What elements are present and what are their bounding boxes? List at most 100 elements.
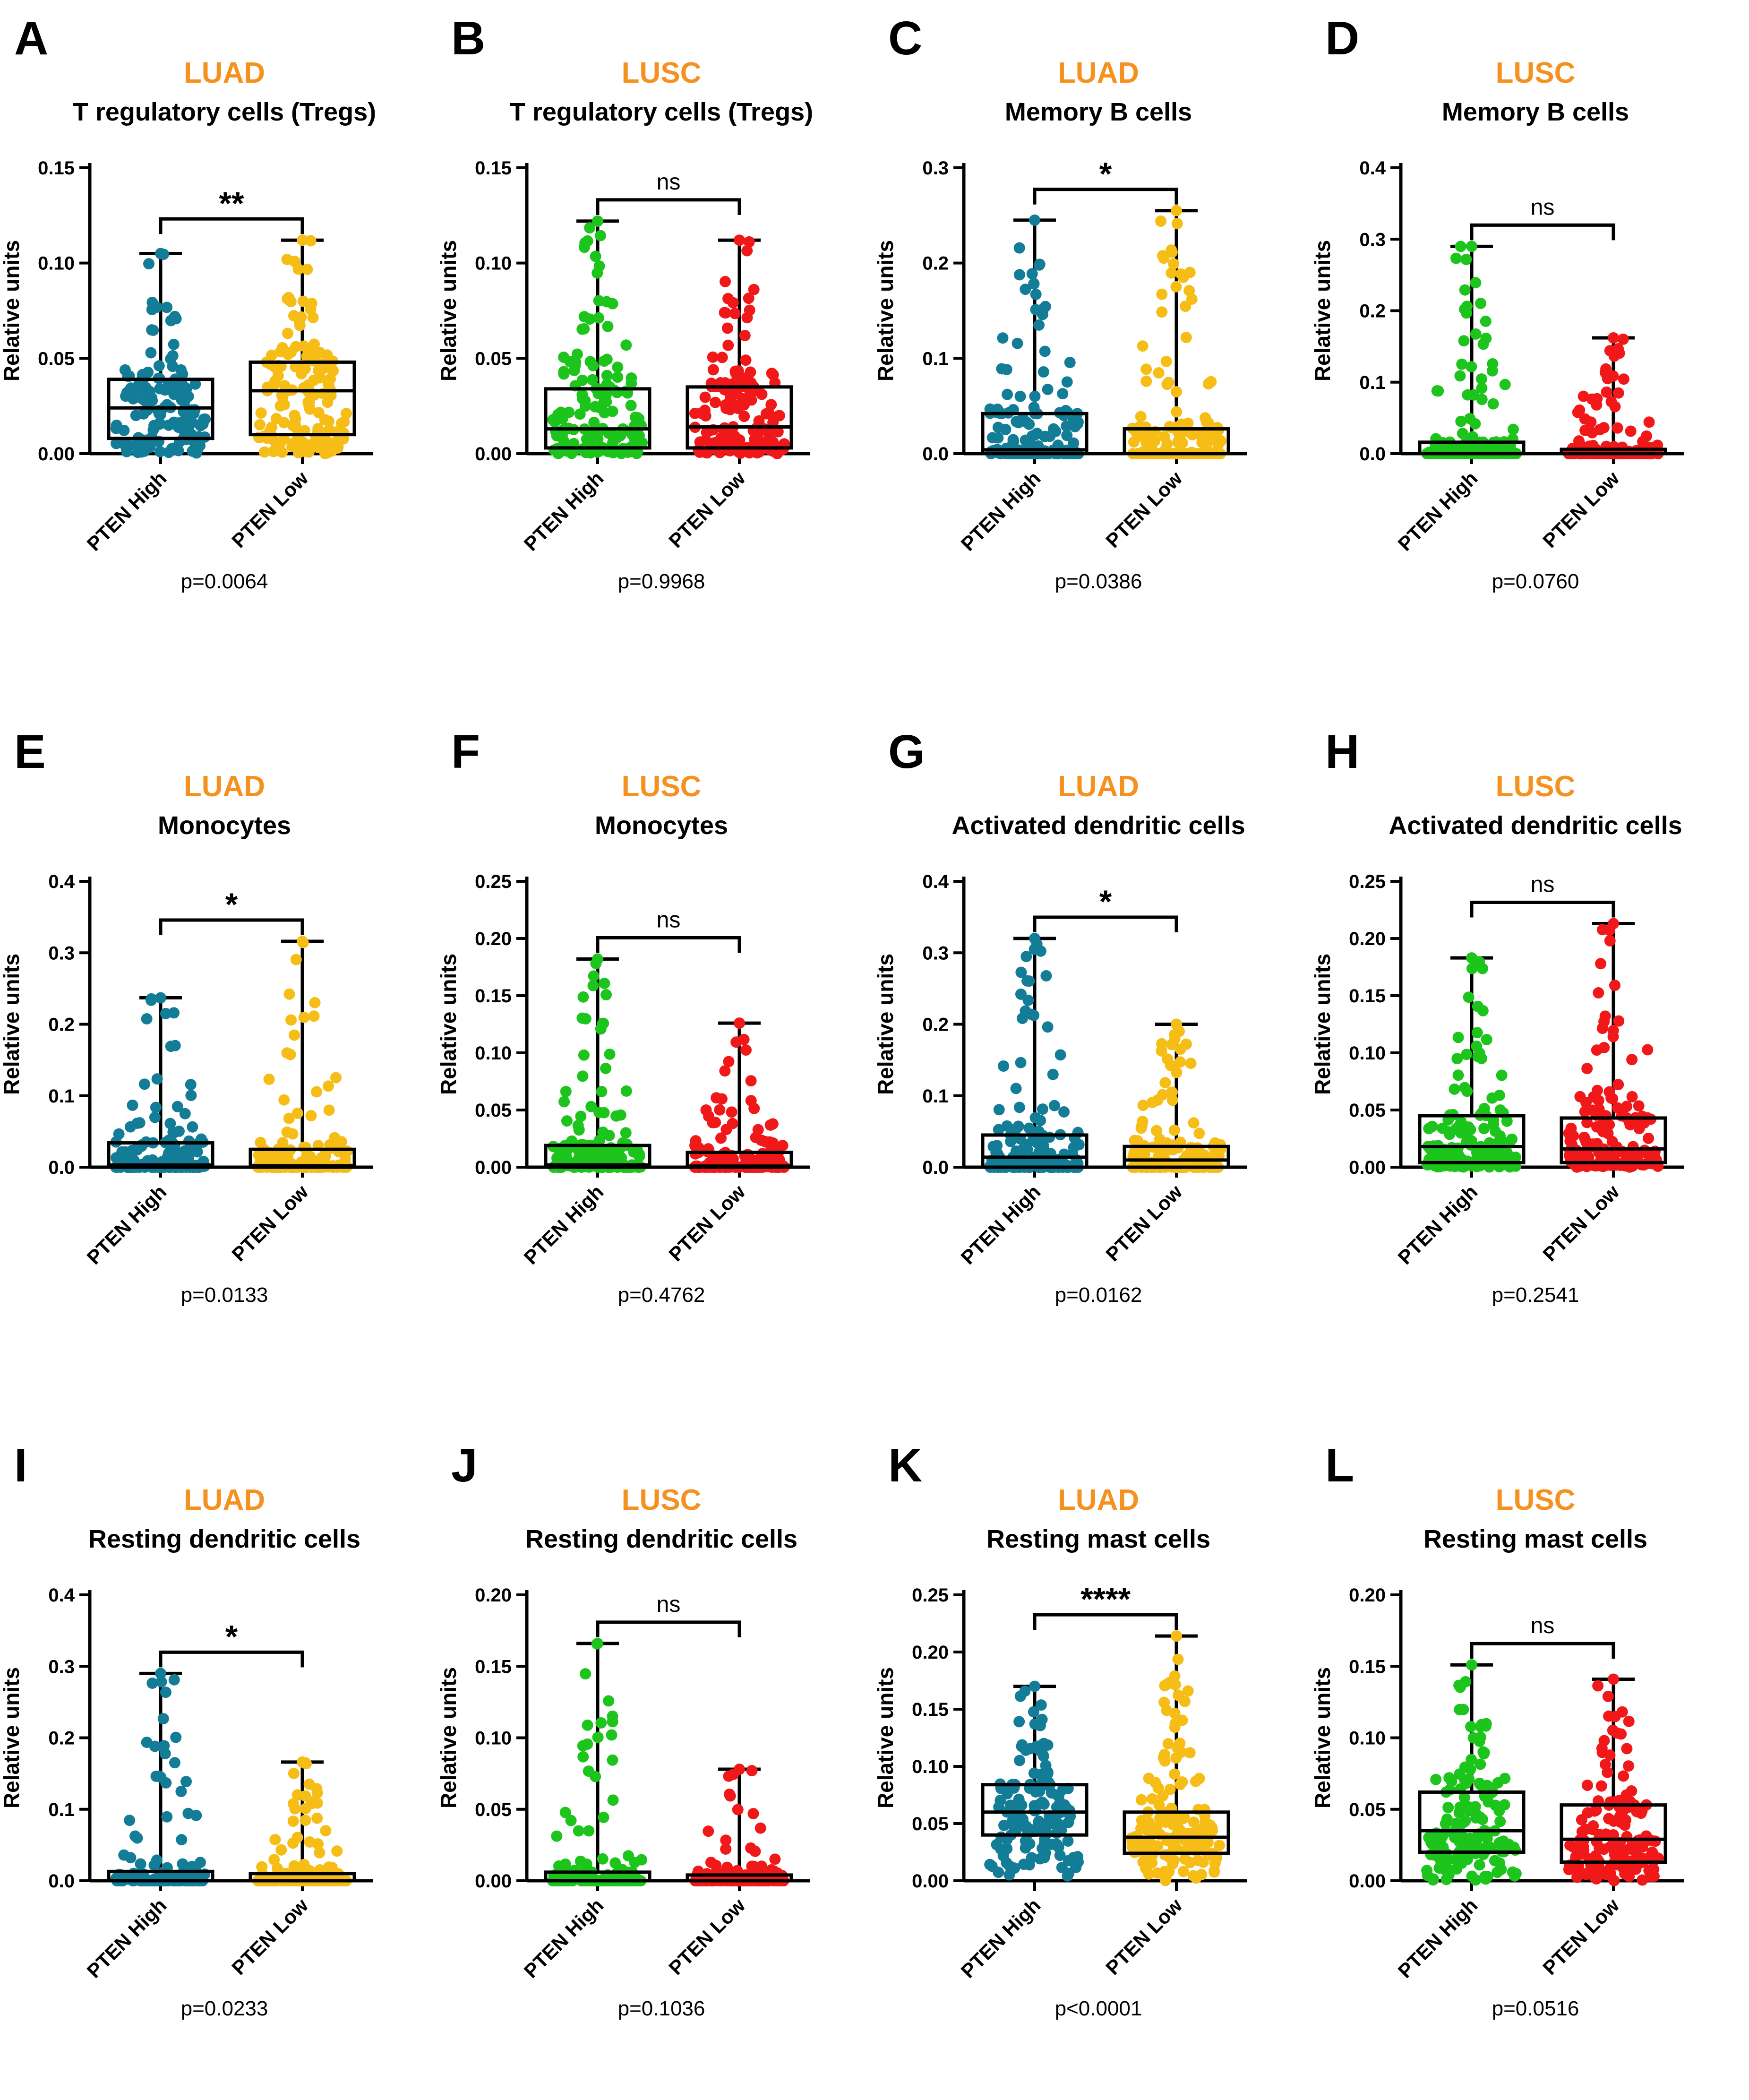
data-point [290, 954, 302, 965]
data-point [1507, 423, 1519, 435]
data-point [254, 419, 266, 430]
significance-bracket [596, 936, 741, 953]
data-point [1135, 411, 1147, 422]
data-point [185, 1090, 197, 1102]
data-point [760, 408, 772, 420]
data-point [150, 1102, 162, 1113]
data-point [1001, 364, 1012, 376]
y-tick-label: 0.10 [475, 1043, 512, 1064]
data-point [1140, 363, 1152, 375]
data-point [1475, 1779, 1486, 1790]
data-point [707, 351, 719, 363]
data-point [719, 307, 730, 318]
data-point [1475, 373, 1487, 385]
y-tick-label: 0.10 [475, 253, 512, 274]
data-point [1464, 413, 1476, 424]
data-point [723, 1770, 735, 1782]
data-point [292, 263, 304, 275]
data-point [1016, 1799, 1028, 1811]
data-point [1055, 1049, 1066, 1061]
data-point [1034, 258, 1046, 270]
data-point [1013, 1716, 1025, 1728]
chart-title: Memory B cells [1442, 98, 1629, 126]
data-point [707, 1117, 719, 1128]
data-point [1609, 1711, 1621, 1722]
data-point [142, 366, 154, 378]
data-point [190, 1809, 202, 1821]
data-point [127, 1099, 138, 1111]
data-point [1470, 277, 1482, 289]
panel-l: L LUSC Resting mast cells Relative units 0.0… [1310, 1439, 1684, 2020]
data-point [1040, 970, 1052, 981]
data-point [1475, 1758, 1486, 1770]
data-point [113, 1128, 125, 1140]
chart-title: T regulatory cells (Tregs) [510, 98, 813, 126]
data-point [301, 263, 313, 275]
data-point [1609, 401, 1621, 413]
x-tick-label: PTEN High [957, 1180, 1045, 1269]
data-point [1020, 1139, 1032, 1151]
data-point [1186, 429, 1198, 441]
data-point [1047, 1068, 1059, 1080]
data-point [1159, 1866, 1171, 1877]
data-point [180, 1776, 192, 1788]
panel-letter: I [14, 1439, 27, 1492]
data-point [595, 1717, 607, 1729]
y-tick-label: 0.10 [912, 1756, 949, 1777]
data-point [722, 293, 734, 304]
data-point [310, 430, 322, 442]
data-point [707, 364, 719, 376]
data-point [584, 440, 596, 452]
data-point [330, 1072, 342, 1084]
data-point [304, 1836, 316, 1848]
data-point [1038, 1852, 1050, 1864]
data-point [1039, 1837, 1051, 1849]
data-point [1057, 388, 1069, 400]
data-point [165, 1041, 177, 1052]
data-point [591, 1638, 603, 1650]
data-point [1626, 1839, 1638, 1851]
data-point [745, 1842, 757, 1854]
data-point [258, 446, 270, 458]
data-point [596, 1085, 608, 1097]
x-tick-label: PTEN High [1394, 1180, 1482, 1269]
chart-title: Resting dendritic cells [525, 1525, 797, 1553]
y-axis-label: Relative units [436, 954, 461, 1095]
y-tick-label: 0.00 [475, 1157, 512, 1178]
data-point [710, 396, 721, 408]
data-point [1037, 366, 1049, 378]
data-point [1028, 1767, 1040, 1779]
data-point [577, 1751, 589, 1763]
y-tick-label: 0.2 [922, 253, 949, 274]
chart-title: Monocytes [595, 811, 728, 840]
data-point [558, 1096, 570, 1108]
y-tick-label: 0.2 [48, 1728, 75, 1749]
data-point [772, 426, 784, 438]
data-point [171, 1101, 183, 1112]
data-point [274, 400, 286, 412]
data-point [986, 432, 998, 444]
data-point [592, 215, 603, 227]
y-tick-label: 0.05 [1349, 1799, 1386, 1820]
y-tick-label: 0.15 [912, 1699, 949, 1720]
data-point [319, 414, 331, 426]
data-point [1014, 1755, 1026, 1766]
data-point [711, 1092, 722, 1104]
significance-bracket [1033, 188, 1178, 205]
data-point [1591, 393, 1603, 405]
data-point [553, 1860, 565, 1872]
data-point [1058, 1106, 1070, 1118]
data-point [1454, 370, 1466, 382]
panel-letter: K [888, 1439, 922, 1492]
data-point [309, 997, 321, 1008]
data-point [773, 410, 785, 422]
data-point [1068, 437, 1080, 449]
data-point [1034, 1720, 1046, 1731]
y-axis-label: Relative units [1310, 240, 1335, 381]
data-point [987, 1141, 999, 1153]
data-point [1492, 1867, 1503, 1878]
data-point [1156, 1038, 1168, 1050]
data-point [1627, 1141, 1639, 1153]
chart-title: Activated dendritic cells [1389, 811, 1682, 840]
data-point [1170, 386, 1182, 398]
